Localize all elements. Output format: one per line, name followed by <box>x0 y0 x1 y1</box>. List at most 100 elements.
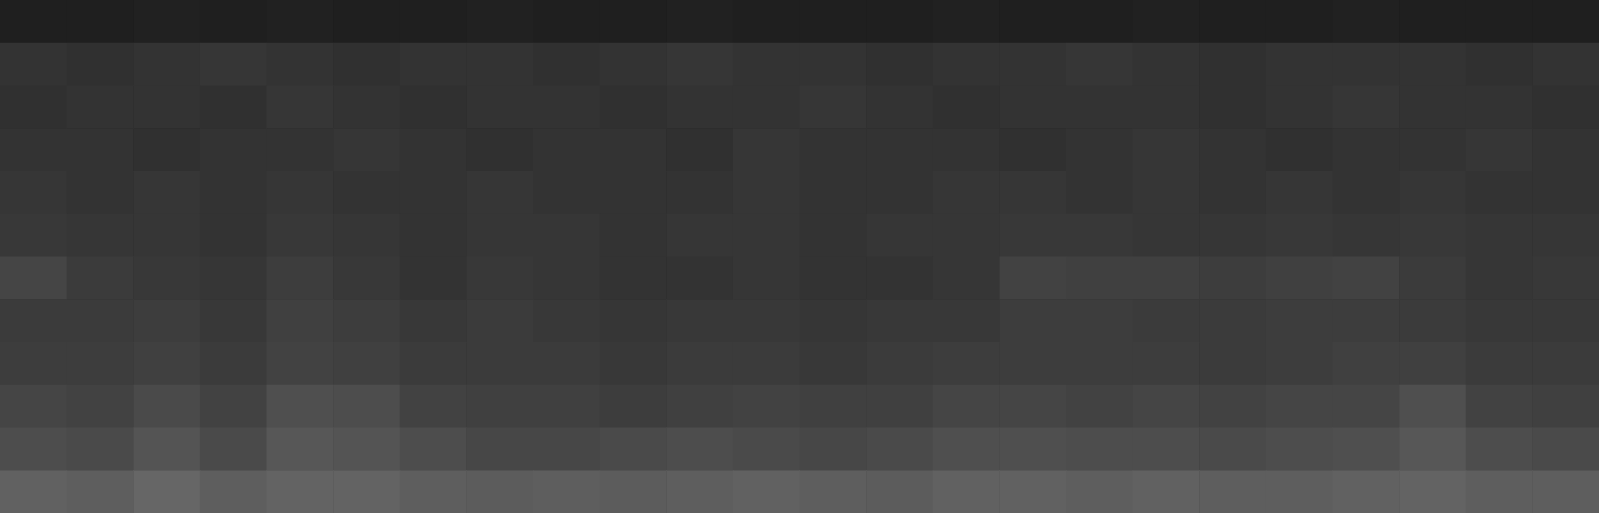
cell <box>0 171 67 214</box>
cell <box>533 86 600 129</box>
cell <box>67 214 134 257</box>
cell <box>866 214 933 257</box>
cell <box>933 257 1000 300</box>
cell <box>533 470 600 513</box>
cell <box>333 128 400 171</box>
cell <box>67 128 134 171</box>
cell <box>1199 0 1266 43</box>
cell <box>533 385 600 428</box>
cell <box>1532 43 1599 86</box>
cell <box>1466 299 1533 342</box>
cell <box>800 0 867 43</box>
cell <box>1266 0 1333 43</box>
cell <box>67 0 134 43</box>
cell <box>1532 86 1599 129</box>
cell <box>1066 171 1133 214</box>
cell <box>800 214 867 257</box>
cell <box>600 214 667 257</box>
cell <box>400 299 467 342</box>
cell <box>1199 428 1266 471</box>
cell <box>400 171 467 214</box>
cell <box>1266 428 1333 471</box>
cell <box>67 470 134 513</box>
cell <box>67 43 134 86</box>
cell <box>200 342 267 385</box>
cell <box>600 342 667 385</box>
cell <box>800 171 867 214</box>
cell <box>1399 214 1466 257</box>
cell <box>733 428 800 471</box>
cell <box>866 0 933 43</box>
cell <box>267 342 334 385</box>
cell <box>1532 214 1599 257</box>
cell <box>1199 385 1266 428</box>
cell <box>267 385 334 428</box>
cell <box>400 428 467 471</box>
cell <box>666 299 733 342</box>
cell <box>800 428 867 471</box>
cell <box>1199 128 1266 171</box>
spectrogram <box>0 0 1599 513</box>
cell <box>1066 214 1133 257</box>
cell <box>133 342 200 385</box>
cell <box>866 428 933 471</box>
cell <box>67 428 134 471</box>
cell <box>0 128 67 171</box>
cell <box>1133 257 1200 300</box>
cell <box>600 257 667 300</box>
cell <box>1266 342 1333 385</box>
cell <box>800 342 867 385</box>
cell <box>267 470 334 513</box>
cell <box>1199 86 1266 129</box>
background <box>0 0 1599 513</box>
cell <box>1399 342 1466 385</box>
cell <box>466 43 533 86</box>
cell <box>400 214 467 257</box>
cell <box>1466 128 1533 171</box>
cell <box>1133 171 1200 214</box>
cell <box>1133 43 1200 86</box>
cell <box>1333 470 1400 513</box>
cell <box>666 171 733 214</box>
cell <box>1399 299 1466 342</box>
cell <box>800 257 867 300</box>
cell <box>1466 385 1533 428</box>
cell <box>933 128 1000 171</box>
cell <box>133 385 200 428</box>
cell <box>133 470 200 513</box>
cell <box>333 299 400 342</box>
cell <box>733 299 800 342</box>
cell <box>933 43 1000 86</box>
cell <box>999 257 1066 300</box>
cell <box>866 86 933 129</box>
cell <box>1466 470 1533 513</box>
cell <box>133 214 200 257</box>
cell <box>1266 299 1333 342</box>
cell <box>666 86 733 129</box>
cell <box>200 43 267 86</box>
cell <box>666 214 733 257</box>
cell <box>666 43 733 86</box>
cell <box>200 257 267 300</box>
cell <box>1466 86 1533 129</box>
cell <box>133 128 200 171</box>
cell <box>200 128 267 171</box>
cell <box>733 0 800 43</box>
cell <box>200 0 267 43</box>
cell <box>999 171 1066 214</box>
cell <box>1133 470 1200 513</box>
cell <box>400 0 467 43</box>
cell <box>466 428 533 471</box>
cells <box>0 0 1599 513</box>
cell <box>466 214 533 257</box>
cell <box>1266 470 1333 513</box>
cell <box>733 43 800 86</box>
cell <box>999 128 1066 171</box>
cell <box>1266 86 1333 129</box>
cell <box>800 128 867 171</box>
cell <box>0 86 67 129</box>
cell <box>866 171 933 214</box>
cell <box>800 470 867 513</box>
cell <box>1333 428 1400 471</box>
cell <box>333 171 400 214</box>
